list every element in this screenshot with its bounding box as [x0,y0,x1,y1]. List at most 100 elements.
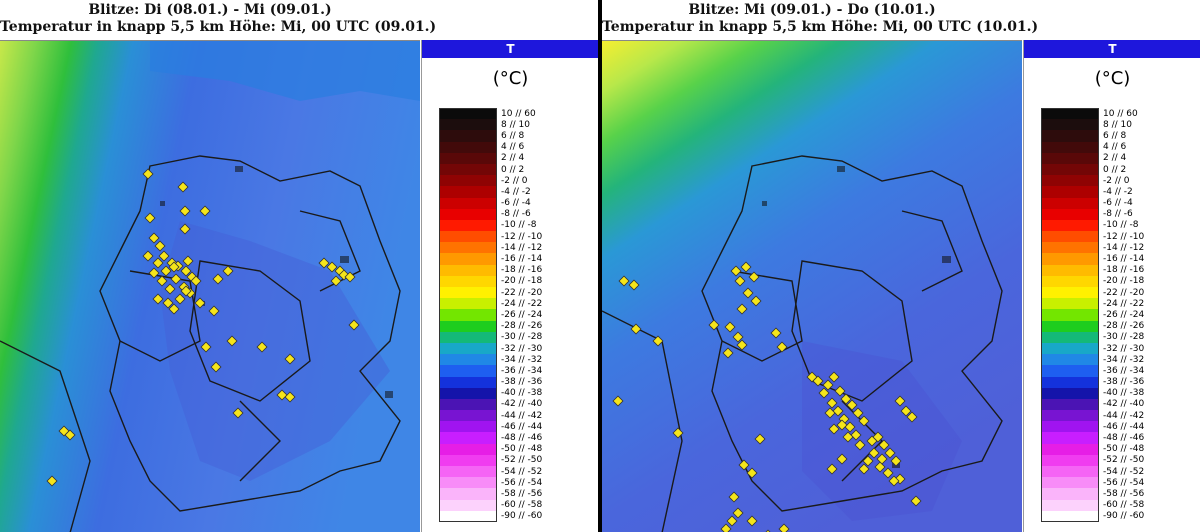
legend-label: -16 // -14 [1103,254,1145,265]
legend-label: -60 // -58 [501,500,543,511]
legend-label: -48 // -46 [1103,433,1145,444]
legend-entry: -22 // -20 [439,287,579,299]
legend-entry: -8 // -6 [439,208,579,220]
lightning-strike-marker [824,407,836,419]
lightning-strike-marker [840,393,852,405]
legend-entry: -58 // -56 [1041,488,1181,500]
lightning-strikes-left [46,168,360,487]
legend-swatch [439,163,497,176]
legend-label: -50 // -48 [501,444,543,455]
lightning-strike-marker [174,293,186,305]
legend-entry: 8 // 10 [1041,119,1181,131]
legend-label: -52 // -50 [501,455,543,466]
legend-entry: -42 // -40 [1041,398,1181,411]
legend-entry: -26 // -24 [1041,309,1181,321]
lightning-strike-marker [726,515,738,527]
legend-label: -6 // -4 [501,198,531,209]
legend-label: -44 // -42 [501,410,543,421]
legend-swatch [1041,119,1099,131]
legend-label: -20 // -18 [1103,276,1145,287]
legend-swatch [1041,398,1099,411]
legend-entry: -8 // -6 [1041,208,1181,220]
parameter-tab[interactable]: T [1024,40,1200,58]
lightning-strike-marker [212,273,224,285]
legend-label: -12 // -10 [1103,231,1145,242]
lightning-strike-marker [874,461,886,473]
legend-swatch [1041,365,1099,377]
lightning-strike-marker [152,257,164,269]
legend-label: -52 // -50 [1103,455,1145,466]
legend-swatch [1041,477,1099,489]
legend-entry: 4 // 6 [439,141,579,153]
legend-swatch [1041,275,1099,287]
lightning-strike-marker [652,335,664,347]
parameter-tab[interactable]: T [422,40,598,58]
lightning-strike-marker [754,433,766,445]
lightning-strike-marker [46,475,58,487]
legend-entry: -30 // -28 [439,331,579,343]
lightning-strike-marker [182,255,194,267]
lightning-strike-marker [818,387,830,399]
legend-entry: -18 // -16 [1041,264,1181,276]
lightning-strike-marker [326,261,338,273]
legend-label: -50 // -48 [1103,444,1145,455]
lightning-strike-marker [826,463,838,475]
panel-title-line1: Blitze: Mi (09.01.) - Do (10.01.) [688,2,936,18]
legend-swatch [439,376,497,388]
panel-right: Blitze: Mi (09.01.) - Do (10.01.) Temper… [602,0,1200,532]
lightning-strike-marker [199,205,211,217]
legend-swatch [1041,376,1099,388]
lightning-strike-marker [179,205,191,217]
lightning-strike-marker [720,523,732,532]
lightning-strike-marker [836,453,848,465]
legend-entry: -42 // -40 [439,398,579,411]
legend-unit: (°C) [492,68,529,89]
legend-swatch [439,309,497,321]
legend-swatch [1041,219,1099,232]
lightning-strike-marker [834,385,846,397]
legend-entry: -12 // -10 [1041,231,1181,243]
legend-swatch [439,175,497,187]
legend-entry: -16 // -14 [1041,253,1181,265]
legend-entry: -48 // -46 [1041,432,1181,444]
legend-swatch [439,197,497,209]
legend-swatch [439,275,497,287]
legend-label: -48 // -46 [501,433,543,444]
legend-entry: 6 // 8 [439,130,579,142]
lightning-strike-marker [210,361,222,373]
lightning-strike-marker [832,405,844,417]
legend-label: -2 // 0 [1103,175,1130,186]
legend-label: 0 // 2 [1103,164,1127,175]
lightning-strike-marker [736,303,748,315]
legend-swatch [1041,231,1099,243]
lightning-strike-marker [628,279,640,291]
map-canvas-right [602,41,1022,532]
legend-swatch [439,354,497,366]
legend-label: 2 // 4 [1103,153,1127,164]
legend-entry: -14 // -12 [439,242,579,254]
lightning-strike-marker [734,275,746,287]
legend-entry: -52 // -50 [1041,454,1181,466]
lightning-strike-marker [858,463,870,475]
temperature-map-right [602,40,1022,532]
legend-label: -46 // -44 [1103,421,1145,432]
legend-label: 6 // 8 [501,130,525,141]
legend-label: -18 // -16 [501,265,543,276]
legend-swatch [439,410,497,422]
legend-entry: -40 // -38 [439,387,579,399]
legend-swatch [1041,287,1099,299]
legend-swatch [439,398,497,411]
legend-entry: -36 // -34 [1041,365,1181,377]
legend-entry: -20 // -18 [439,275,579,287]
legend-entry: -4 // -2 [439,186,579,198]
legend-entry: -2 // 0 [1041,175,1181,187]
lightning-strike-marker [170,273,182,285]
legend-label: 8 // 10 [1103,119,1132,130]
legend-label: -42 // -40 [501,399,543,410]
legend-swatch [1041,175,1099,187]
lightning-strike-marker [732,507,744,519]
legend-label: -56 // -54 [1103,477,1145,488]
lightning-strike-marker [878,439,890,451]
